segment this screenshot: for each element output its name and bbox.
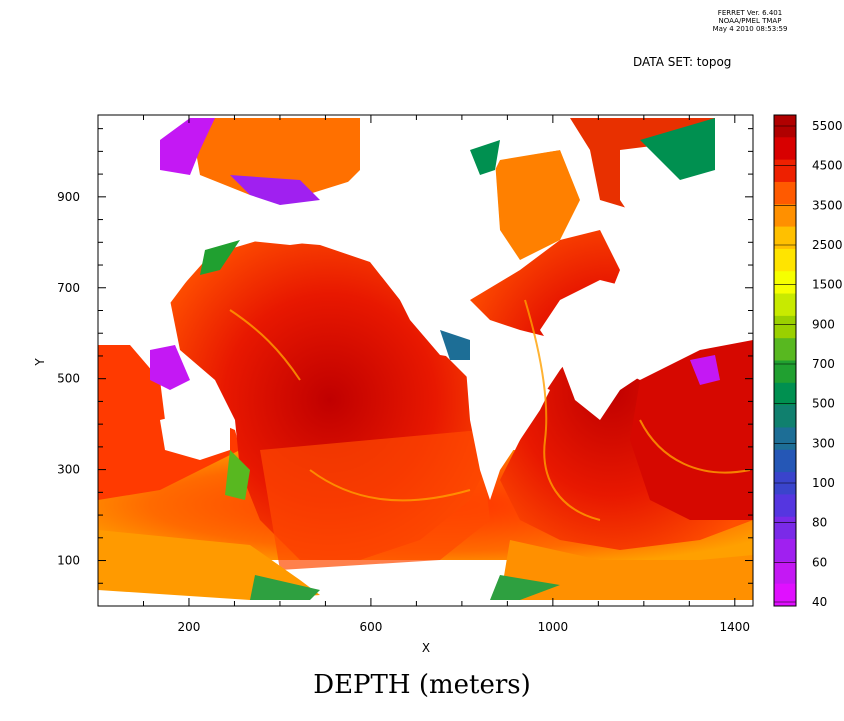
bathymetry-map (98, 115, 753, 606)
colorbar-swatch (774, 449, 796, 473)
colorbar-swatch (774, 405, 796, 428)
x-axis: 200 600 1000 1400 (142, 115, 751, 634)
y-tick-label: 900 (57, 190, 80, 204)
colorbar-label: 40 (812, 595, 827, 609)
colorbar-swatch (774, 382, 796, 406)
colorbar-label: 500 (812, 397, 835, 411)
colorbar-frame (773, 114, 797, 607)
y-axis: 100 300 500 700 900 (57, 128, 753, 584)
colorbar-swatch (774, 360, 796, 384)
colorbar-swatch (774, 539, 796, 562)
colorbar-swatch (774, 159, 796, 183)
colorbar-swatch (774, 561, 796, 585)
colorbar-swatch (774, 494, 796, 518)
y-axis-label: Y (33, 358, 47, 367)
colorbar-label: 5500 (812, 119, 843, 133)
colorbar-label: 80 (812, 516, 827, 530)
colorbar-labels: 5500 4500 3500 2500 1500 900 700 500 300 100 80 60 4… (774, 119, 843, 609)
x-tick-label: 1000 (538, 620, 569, 634)
timestamp: May 4 2010 08:53:59 (712, 25, 788, 33)
colorbar-swatch (774, 226, 796, 250)
colorbar-swatch (774, 427, 796, 451)
landmass (98, 118, 753, 500)
colorbar-label: 300 (812, 436, 835, 450)
colorbar-swatch (774, 115, 796, 138)
colorbar-swatch (774, 293, 796, 317)
colorbar-label: 4500 (812, 159, 843, 173)
x-tick-label: 1400 (720, 620, 751, 634)
y-tick-label: 100 (57, 554, 80, 568)
x-axis-label: X (422, 641, 430, 655)
y-tick-label: 500 (57, 372, 80, 386)
colorbar-swatch (774, 137, 796, 161)
colorbar-label: 60 (812, 555, 827, 569)
ocean-ridges (229, 299, 751, 521)
organization: NOAA/PMEL TMAP (718, 17, 782, 25)
colorbar-swatch (774, 315, 796, 339)
colorbar-swatch (774, 248, 796, 272)
colorbar-swatch (774, 204, 796, 228)
colorbar-swatch (774, 271, 796, 295)
chart-title: DEPTH (meters) (313, 670, 531, 700)
y-tick-label: 300 (57, 463, 80, 477)
x-tick-label: 200 (178, 620, 201, 634)
colorbar-label: 100 (812, 476, 835, 490)
colorbar (773, 114, 797, 607)
program-version: FERRET Ver. 6.401 (717, 9, 783, 17)
ferret-stamp: FERRET Ver. 6.401 NOAA/PMEL TMAP May 4 2… (690, 9, 810, 33)
colorbar-swatch (774, 338, 796, 361)
colorbar-label: 2500 (812, 238, 843, 252)
colorbar-label: 3500 (812, 198, 843, 212)
shallow-fringe (150, 118, 720, 500)
dataset-label: DATA SET: topog (633, 55, 732, 69)
colorbar-swatch (774, 472, 796, 495)
colorbar-swatch (774, 181, 796, 205)
colorbar-label: 900 (812, 317, 835, 331)
colorbar-label: 1500 (812, 278, 843, 292)
colorbar-swatch (774, 516, 796, 540)
colorbar-swatch (774, 583, 796, 607)
plot-frame (97, 114, 754, 607)
colorbar-label: 700 (812, 357, 835, 371)
y-tick-label: 700 (57, 281, 80, 295)
x-tick-label: 600 (359, 620, 382, 634)
